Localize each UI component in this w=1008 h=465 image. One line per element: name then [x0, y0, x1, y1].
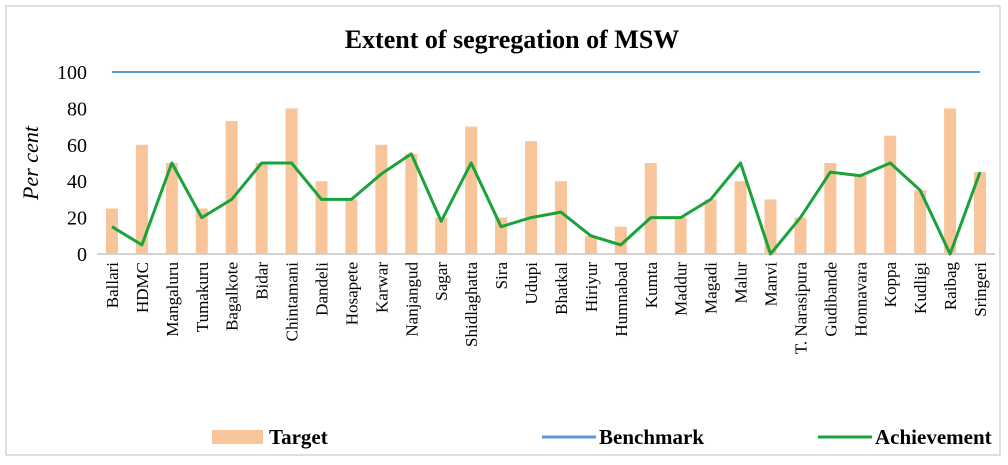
bar	[405, 153, 418, 254]
x-tick-label: Manvi	[762, 262, 781, 307]
y-tick-label: 20	[67, 208, 87, 230]
x-tick-label: Sringeri	[971, 262, 990, 317]
bar	[794, 217, 807, 254]
bar	[165, 163, 178, 254]
legend-label: Target	[269, 425, 328, 449]
bar	[674, 217, 687, 254]
y-tick-label: 80	[67, 98, 87, 120]
y-tick-label: 100	[57, 62, 87, 84]
x-tick-label: Hosapete	[342, 262, 361, 325]
x-tick-label: Kumta	[642, 262, 661, 309]
x-tick-label: Honnavara	[851, 262, 870, 337]
x-tick-label: Dandeli	[313, 262, 332, 316]
x-tick-label: Ballari	[103, 262, 122, 309]
bar	[255, 163, 268, 254]
x-tick-label: HDMC	[133, 262, 152, 313]
y-tick-label: 40	[67, 171, 87, 193]
bar	[345, 199, 358, 254]
bar	[375, 144, 388, 254]
x-tick-label: Shidlaghatta	[462, 262, 481, 347]
y-axis-label: Per cent	[18, 125, 43, 201]
x-tick-label: Maddur	[672, 262, 691, 316]
bar	[644, 163, 657, 254]
x-tick-label: Sira	[492, 262, 511, 290]
x-tick-label: Udupi	[522, 262, 541, 305]
bar	[584, 235, 597, 254]
bar	[525, 141, 538, 254]
x-tick-label: Kudligi	[911, 262, 930, 314]
bar	[614, 226, 627, 254]
x-tick-label: Koppa	[881, 262, 900, 308]
bar	[195, 208, 208, 254]
bar	[914, 190, 927, 254]
y-tick-label: 0	[77, 244, 87, 266]
chart-title: Extent of segregation of MSW	[345, 25, 680, 54]
x-tick-label: Gudibande	[821, 262, 840, 337]
bar	[135, 144, 148, 254]
bar	[435, 217, 448, 254]
bar	[824, 163, 837, 254]
x-tick-label: Malur	[732, 262, 751, 304]
x-tick-label: Chintamani	[283, 262, 302, 342]
x-tick-label: T. Narasipura	[791, 262, 810, 355]
bar	[465, 126, 478, 254]
x-tick-label: Sagar	[432, 262, 451, 301]
bar	[974, 172, 987, 254]
bar	[495, 217, 508, 254]
bar	[734, 181, 747, 254]
x-tick-label: Humnabad	[612, 262, 631, 337]
bar	[105, 208, 118, 254]
x-tick-label: Bhatkal	[552, 262, 571, 315]
bar	[944, 108, 957, 255]
x-tick-label: Tumakuru	[193, 262, 212, 333]
x-tick-label: Karwar	[372, 262, 391, 313]
x-tick-label: Hiriyur	[582, 262, 601, 312]
x-tick-label: Raibag	[941, 262, 960, 311]
x-tick-label: Magadi	[702, 262, 721, 314]
bar	[884, 135, 897, 254]
bar	[285, 108, 298, 255]
bar	[704, 199, 717, 254]
x-tick-label: Bagalkote	[223, 262, 242, 331]
legend-label: Benchmark	[599, 425, 704, 449]
bar	[554, 181, 567, 254]
legend-label: Achievement	[875, 425, 992, 449]
legend-swatch	[212, 430, 263, 444]
x-tick-label: Bidar	[253, 262, 272, 300]
x-tick-label: Mangaluru	[163, 262, 182, 337]
y-tick-label: 60	[67, 135, 87, 157]
bar	[225, 121, 238, 254]
line	[111, 152, 982, 256]
bar	[854, 175, 867, 254]
x-tick-label: Nanjangud	[402, 262, 421, 337]
